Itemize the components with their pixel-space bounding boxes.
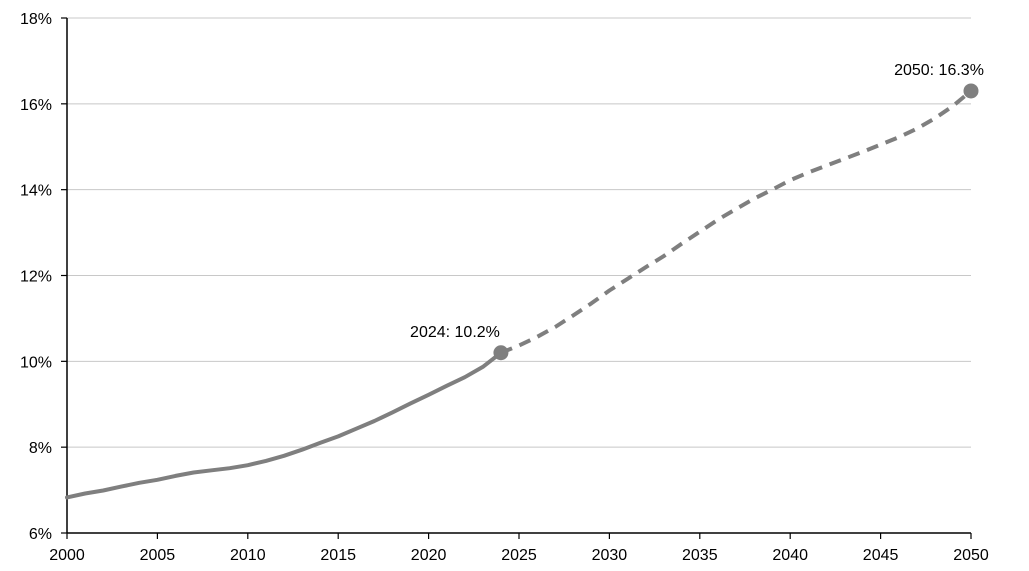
historical-series-line bbox=[65, 350, 503, 500]
y-tick-label: 12% bbox=[20, 269, 52, 286]
x-tick-label: 2040 bbox=[772, 547, 808, 564]
x-tick-label: 2000 bbox=[49, 547, 85, 564]
x-tick-label: 2045 bbox=[863, 547, 899, 564]
annotation-label: 2050: 16.3% bbox=[894, 62, 984, 79]
marker-layer bbox=[493, 83, 979, 361]
x-tick-label: 2015 bbox=[320, 547, 356, 564]
axis-layer bbox=[61, 17, 972, 539]
annotation-marker bbox=[963, 83, 979, 99]
y-tick-label: 18% bbox=[20, 11, 52, 28]
x-tick-label: 2025 bbox=[501, 547, 537, 564]
y-tick-label: 6% bbox=[29, 526, 52, 543]
y-tick-label: 14% bbox=[20, 183, 52, 200]
annotation-marker bbox=[493, 345, 509, 361]
y-tick-label: 10% bbox=[20, 354, 52, 371]
label-layer: 6% 8% 10% 12% 14% 16% 18% 2000 2005 2010 2015 2020 2… bbox=[20, 11, 989, 564]
grid-layer bbox=[67, 17, 971, 448]
annotation-label: 2024: 10.2% bbox=[410, 324, 500, 341]
x-tick-label: 2005 bbox=[140, 547, 176, 564]
x-tick-label: 2020 bbox=[411, 547, 447, 564]
projected-series-line bbox=[500, 89, 973, 355]
x-tick-label: 2030 bbox=[592, 547, 628, 564]
y-tick-label: 16% bbox=[20, 97, 52, 114]
x-tick-label: 2035 bbox=[682, 547, 718, 564]
x-tick-label: 2010 bbox=[230, 547, 266, 564]
y-tick-label: 8% bbox=[29, 440, 52, 457]
series-layer bbox=[65, 89, 973, 500]
x-tick-label: 2050 bbox=[953, 547, 989, 564]
